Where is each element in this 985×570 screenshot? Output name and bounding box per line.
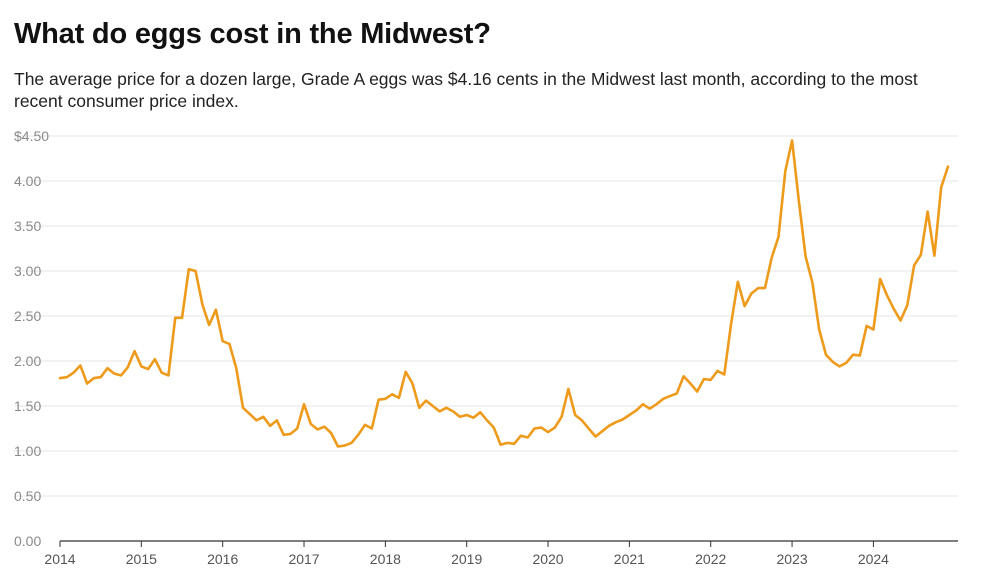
- x-axis-tick-labels: 2014 2015 2016 2017 2018 2019 2020 2021 2022 2023…: [44, 551, 889, 567]
- x-tick-label: 2024: [858, 551, 889, 567]
- x-tick-label: 2021: [614, 551, 645, 567]
- x-tick-label: 2016: [207, 551, 238, 567]
- y-tick-label: 0.50: [14, 488, 41, 504]
- y-tick-label: 4.00: [14, 173, 41, 189]
- y-tick-label: 1.00: [14, 443, 41, 459]
- x-tick-label: 2020: [532, 551, 563, 567]
- x-tick-label: 2019: [451, 551, 482, 567]
- x-tick-label: 2023: [776, 551, 807, 567]
- x-axis: [59, 540, 958, 547]
- x-tick-label: 2017: [288, 551, 319, 567]
- series-layer: [58, 139, 950, 448]
- y-tick-label: 3.00: [14, 263, 41, 279]
- x-tick-label: 2022: [695, 551, 726, 567]
- x-tick-label: 2014: [44, 551, 75, 567]
- x-tick-label: 2018: [370, 551, 401, 567]
- y-tick-label: 0.00: [14, 533, 41, 549]
- chart-title: What do eggs cost in the Midwest?: [14, 18, 491, 50]
- x-tick-label: 2015: [126, 551, 157, 567]
- series-line-0: [58, 139, 950, 448]
- y-tick-label: 1.50: [14, 398, 41, 414]
- y-tick-label: 3.50: [14, 218, 41, 234]
- y-tick-label: 2.00: [14, 353, 41, 369]
- y-tick-label: 2.50: [14, 308, 41, 324]
- y-tick-label: $4.50: [14, 128, 49, 144]
- y-axis-tick-labels: 0.00 0.50 1.00 1.50 2.00 2.50 3.00 3.50 4.00 $4.5…: [14, 128, 49, 549]
- chart-subtitle: The average price for a dozen large, Gra…: [14, 69, 918, 111]
